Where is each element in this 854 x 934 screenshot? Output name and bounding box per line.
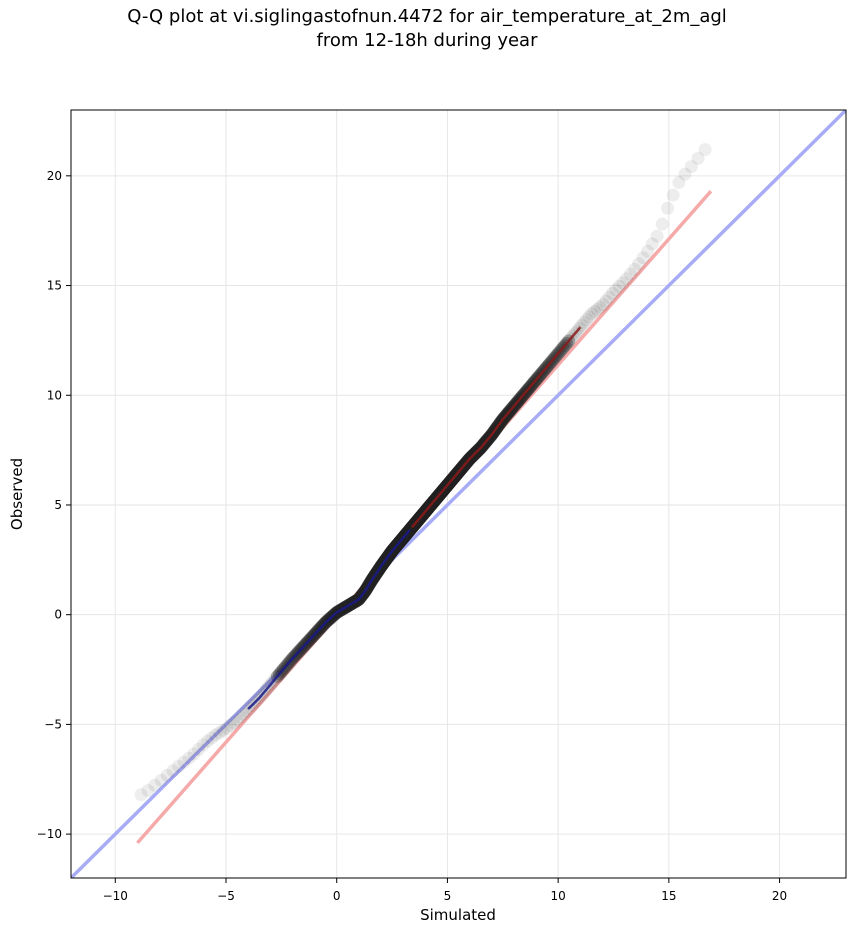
data-point <box>632 257 646 271</box>
y-tick-label: 5 <box>54 498 62 512</box>
data-point <box>672 175 686 189</box>
plot-frame <box>70 109 847 879</box>
data-point <box>187 747 201 761</box>
x-tick-label: 20 <box>772 889 787 903</box>
data-point <box>678 167 692 181</box>
data-point <box>166 764 180 778</box>
data-point <box>582 310 596 324</box>
y-tick-label: −5 <box>44 717 62 731</box>
axis-ticks: −10 −5 0 5 10 15 20 −10 −5 0 5 10 15 20 <box>37 169 788 903</box>
data-point <box>616 276 630 290</box>
data-point <box>134 788 148 802</box>
data-point <box>661 201 675 215</box>
data-point <box>650 229 664 243</box>
data-points <box>134 143 712 802</box>
data-point <box>213 726 227 740</box>
data-point <box>192 742 206 756</box>
data-point <box>628 262 642 276</box>
data-point <box>230 713 244 727</box>
data-point <box>216 723 230 737</box>
x-tick-label: 0 <box>333 889 341 903</box>
data-point <box>141 783 155 797</box>
data-point <box>236 707 250 721</box>
data-point <box>587 305 601 319</box>
data-point <box>172 759 186 773</box>
data-point <box>154 773 168 787</box>
data-point <box>596 298 610 312</box>
data-point <box>593 300 607 314</box>
data-point <box>233 710 247 724</box>
y-tick-label: 0 <box>54 608 62 622</box>
data-point <box>585 307 599 321</box>
reference-lines <box>71 110 846 878</box>
x-axis-label: Simulated <box>420 906 496 924</box>
chart-title-line-2: from 12-18h during year <box>316 30 538 51</box>
x-tick-label: −10 <box>103 889 128 903</box>
y-tick-label: 20 <box>47 169 62 183</box>
data-point <box>227 716 241 730</box>
data-point <box>599 294 613 308</box>
data-point <box>636 251 650 265</box>
data-point <box>223 718 237 732</box>
grid-layer <box>71 110 846 878</box>
data-point <box>580 313 594 327</box>
fit-line <box>136 190 713 845</box>
data-point <box>182 751 196 765</box>
data-point <box>200 734 214 748</box>
x-tick-label: 10 <box>551 889 566 903</box>
data-point <box>177 755 191 769</box>
chart-title-line-1: Q-Q plot at vi.siglingastofnun.4472 for … <box>127 6 727 27</box>
data-point <box>691 151 705 165</box>
data-point <box>655 217 669 231</box>
data-point <box>209 728 223 742</box>
identity-line <box>71 110 846 878</box>
y-tick-label: 10 <box>47 388 62 402</box>
data-point <box>196 738 210 752</box>
data-point <box>148 778 162 792</box>
data-point <box>605 286 619 300</box>
data-point <box>577 316 591 330</box>
data-point <box>612 279 626 293</box>
data-point <box>205 731 219 745</box>
quantile-trace <box>247 529 411 710</box>
data-point <box>624 267 638 281</box>
quantile-trace <box>411 326 582 529</box>
x-tick-label: 15 <box>661 889 676 903</box>
data-point <box>645 237 659 251</box>
data-point <box>602 290 616 304</box>
x-tick-label: −5 <box>217 889 235 903</box>
y-tick-label: 15 <box>47 279 62 293</box>
data-point <box>609 283 623 297</box>
data-point <box>220 721 234 735</box>
data-point <box>684 160 698 174</box>
data-point <box>641 244 655 258</box>
data-point <box>620 272 634 286</box>
data-point <box>666 188 680 202</box>
data-point <box>590 302 604 316</box>
y-axis-label: Observed <box>8 458 26 530</box>
y-tick-label: −10 <box>37 827 62 841</box>
data-point <box>698 143 712 157</box>
x-tick-label: 5 <box>444 889 452 903</box>
data-point <box>160 768 174 782</box>
